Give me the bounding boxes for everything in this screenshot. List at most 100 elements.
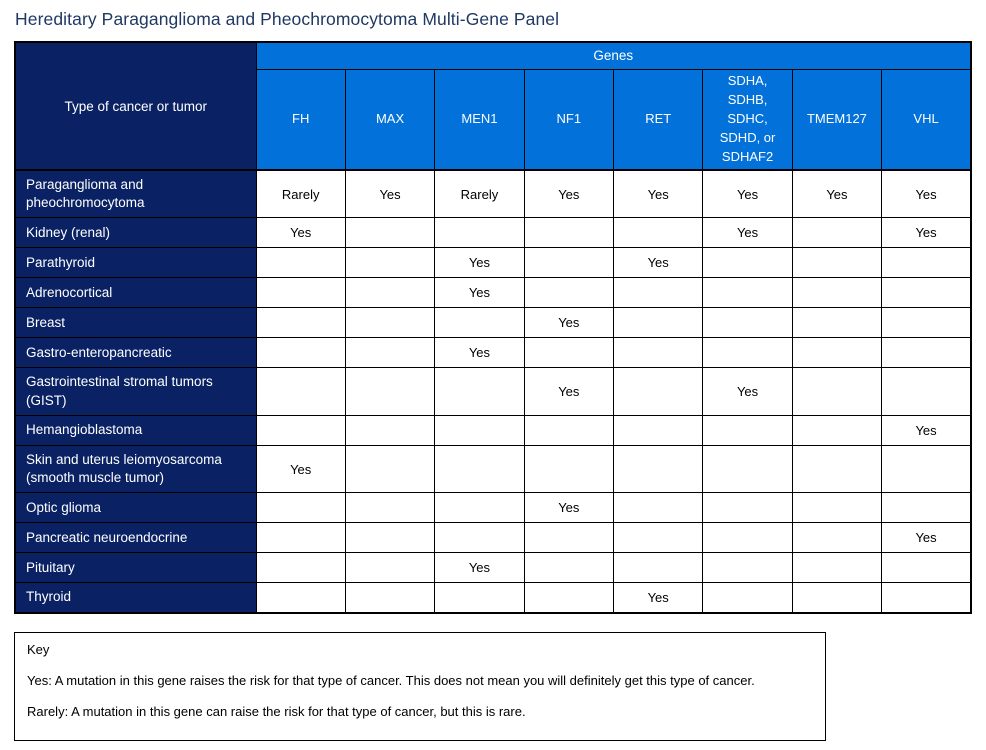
gene-column-header: RET [612, 68, 704, 171]
gene-column-header: NF1 [523, 68, 615, 171]
gene-risk-cell-empty [791, 307, 883, 339]
gene-risk-cell-empty [523, 582, 615, 614]
row-label: Breast [14, 307, 257, 339]
gene-risk-cell-empty [523, 277, 615, 309]
gene-risk-cell-empty [791, 277, 883, 309]
gene-risk-cell-empty [612, 307, 704, 339]
gene-risk-cell-empty [255, 307, 346, 339]
page-title: Hereditary Paraganglioma and Pheochromoc… [15, 9, 560, 29]
table-row: Kidney (renal) Yes Yes Yes [14, 217, 972, 249]
key-line-yes: Yes: A mutation in this gene raises the … [27, 672, 755, 688]
gene-risk-cell-empty [434, 217, 525, 249]
gene-risk-cell-empty [255, 522, 346, 554]
gene-risk-cell-empty [791, 444, 883, 494]
gene-column-header: VHL [881, 68, 972, 171]
gene-risk-cell-empty [344, 552, 436, 584]
gene-risk-cell-empty [344, 217, 436, 249]
gene-risk-cell-empty [344, 307, 436, 339]
corner-header-cell: Type of cancer or tumor [14, 41, 257, 171]
gene-risk-cell: Yes [523, 307, 615, 339]
gene-risk-cell-empty [791, 552, 883, 584]
gene-risk-cell: Yes [881, 522, 972, 554]
gene-risk-cell: Rarely [255, 169, 346, 219]
gene-risk-cell-empty [344, 444, 436, 494]
gene-risk-cell-empty [612, 337, 704, 369]
gene-risk-cell-empty [791, 582, 883, 614]
row-label: Optic glioma [14, 492, 257, 524]
gene-column-header: MEN1 [434, 68, 525, 171]
table-row: Gastrointestinal stromal tumors (GIST) Ye… [14, 367, 972, 416]
gene-column-header: TMEM127 [791, 68, 883, 171]
gene-risk-cell-empty [434, 582, 525, 614]
gene-risk-cell-empty [434, 522, 525, 554]
gene-risk-cell-empty [702, 444, 793, 494]
gene-risk-cell-empty [702, 277, 793, 309]
gene-risk-cell-empty [612, 522, 704, 554]
gene-risk-cell-empty [434, 414, 525, 446]
gene-column-header: FH [255, 68, 346, 171]
gene-risk-cell-empty [255, 247, 346, 279]
gene-column-header: SDHA, SDHB, SDHC, SDHD, or SDHAF2 [702, 68, 793, 171]
table-row: Hemangioblastoma Yes [14, 414, 972, 446]
gene-risk-cell-empty [523, 337, 615, 369]
gene-risk-cell-empty [523, 414, 615, 446]
row-label: Gastro-enteropancreatic [14, 337, 257, 369]
gene-risk-cell: Yes [881, 414, 972, 446]
table-row: Skin and uterus leiomyosarcoma (smooth m… [14, 444, 972, 494]
key-box: Key Yes: A mutation in this gene raises … [14, 631, 826, 742]
gene-risk-cell-empty [881, 337, 972, 369]
row-label: Parathyroid [14, 247, 257, 279]
row-label: Hemangioblastoma [14, 414, 257, 446]
gene-risk-cell-empty [344, 337, 436, 369]
gene-risk-cell-empty [702, 522, 793, 554]
gene-risk-cell: Yes [791, 169, 883, 219]
gene-risk-cell-empty [255, 277, 346, 309]
table-row: Paraganglioma and pheochromocytoma Rarely… [14, 169, 972, 219]
gene-risk-cell-empty [791, 217, 883, 249]
gene-risk-cell: Yes [434, 277, 525, 309]
gene-risk-cell: Yes [523, 169, 615, 219]
table-row: Pancreatic neuroendocrine Yes [14, 522, 972, 554]
gene-risk-cell: Yes [702, 367, 793, 416]
gene-risk-cell-empty [612, 444, 704, 494]
table-row: Breast Yes [14, 307, 972, 339]
gene-risk-cell-empty [255, 582, 346, 614]
gene-risk-cell-empty [523, 444, 615, 494]
gene-risk-cell-empty [344, 414, 436, 446]
gene-risk-cell: Yes [612, 169, 704, 219]
row-label: Kidney (renal) [14, 217, 257, 249]
row-label: Pancreatic neuroendocrine [14, 522, 257, 554]
gene-risk-cell-empty [434, 492, 525, 524]
gene-column-header: MAX [344, 68, 436, 171]
gene-risk-cell-empty [434, 444, 525, 494]
gene-risk-cell-empty [612, 552, 704, 584]
gene-risk-cell-empty [791, 522, 883, 554]
table-row: Gastro-enteropancreatic Yes [14, 337, 972, 369]
gene-risk-cell-empty [523, 247, 615, 279]
gene-risk-cell-empty [881, 307, 972, 339]
gene-risk-cell-empty [791, 337, 883, 369]
gene-risk-cell-empty [523, 552, 615, 584]
gene-risk-cell-empty [255, 492, 346, 524]
table-row: Thyroid Yes [14, 582, 972, 614]
gene-risk-cell: Yes [434, 247, 525, 279]
gene-risk-cell: Yes [344, 169, 436, 219]
genes-band-row: Type of cancer or tumor Genes [14, 41, 972, 171]
row-label: Adrenocortical [14, 277, 257, 309]
gene-risk-cell-empty [612, 492, 704, 524]
gene-risk-cell-empty [881, 367, 972, 416]
gene-risk-cell-empty [791, 367, 883, 416]
gene-risk-cell-empty [255, 414, 346, 446]
gene-risk-cell: Yes [702, 217, 793, 249]
row-label: Thyroid [14, 582, 257, 614]
gene-risk-cell-empty [881, 277, 972, 309]
gene-risk-cell-empty [881, 247, 972, 279]
gene-risk-cell-empty [255, 337, 346, 369]
gene-risk-cell-empty [612, 277, 704, 309]
gene-risk-cell-empty [791, 492, 883, 524]
gene-risk-cell: Yes [523, 492, 615, 524]
gene-panel-table: Type of cancer or tumor Genes FH MAX MEN1 N… [14, 41, 972, 614]
gene-risk-cell-empty [344, 522, 436, 554]
gene-risk-cell-empty [434, 367, 525, 416]
gene-risk-cell-empty [344, 247, 436, 279]
